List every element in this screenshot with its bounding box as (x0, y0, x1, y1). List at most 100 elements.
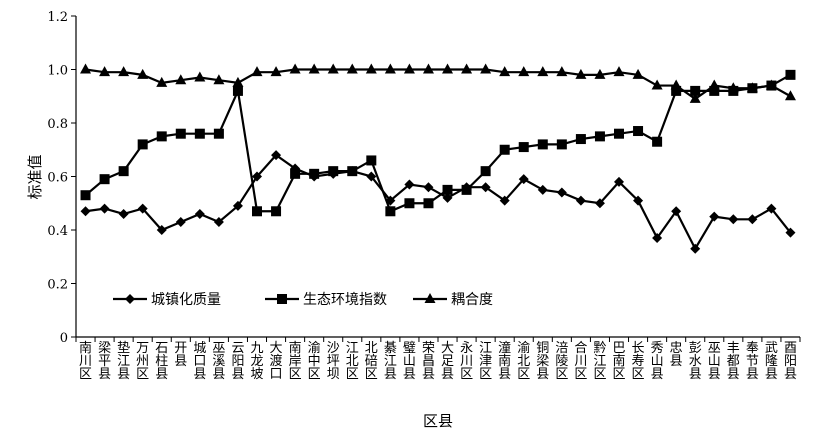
diamond-marker (709, 211, 720, 222)
square-marker (232, 85, 243, 96)
x-tick-label: 黔江区 (593, 341, 606, 382)
triangle-marker (442, 63, 454, 74)
diamond-marker (480, 182, 491, 193)
square-marker (271, 206, 282, 217)
diamond-marker (766, 203, 777, 214)
y-tick-label: 1.0 (47, 64, 68, 79)
x-tick-label: 涪陵区 (555, 341, 568, 382)
diamond-marker (175, 216, 186, 227)
x-tick-label: 永川区 (460, 341, 473, 382)
diamond-marker (213, 216, 224, 227)
series-line (85, 68, 792, 101)
series-2 (80, 63, 796, 103)
diamond-marker (671, 206, 682, 217)
square-marker (709, 85, 720, 96)
diamond-marker (442, 192, 453, 203)
triangle-marker (80, 63, 92, 74)
y-tick-label: 1.2 (47, 10, 68, 25)
axes: 00.20.40.60.81.01.2南川区梁平县垫江县万州区石柱县开县城口县巫… (47, 10, 801, 382)
series-line (85, 153, 792, 252)
x-tick-label: 合川区 (574, 341, 587, 382)
triangle-marker (461, 63, 473, 74)
legend: 城镇化质量 生态环境指数 耦合度 (113, 292, 493, 308)
x-tick-label: 北碚区 (365, 341, 378, 382)
diamond-marker (652, 233, 663, 244)
x-tick-label: 大渡口 (270, 341, 283, 382)
diamond-marker (747, 214, 758, 225)
x-tick-label: 秀山县 (651, 341, 664, 382)
square-marker (461, 184, 472, 195)
x-tick-label: 酉阳县 (784, 341, 797, 382)
x-tick-label: 巴南区 (612, 341, 625, 382)
triangle-marker (784, 90, 796, 101)
triangle-marker (384, 63, 396, 74)
y-tick-label: 0.4 (47, 224, 68, 239)
series-line (84, 73, 792, 213)
square-marker (213, 128, 224, 139)
x-axis-title: 区县 (423, 412, 453, 430)
x-tick-label: 云阳县 (231, 341, 244, 382)
legend-item: 耦合度 (413, 292, 493, 308)
x-tick-label: 綦江县 (384, 341, 397, 382)
legend-item: 城镇化质量 (113, 292, 221, 308)
diamond-marker (271, 150, 282, 161)
square-marker (556, 139, 567, 150)
square-marker (309, 168, 320, 179)
x-tick-label: 长寿区 (632, 341, 645, 382)
triangle-marker (289, 63, 301, 74)
diamond-marker (80, 206, 91, 217)
legend-label: 耦合度 (451, 292, 493, 308)
square-marker (614, 128, 624, 139)
triangle-marker (575, 68, 587, 79)
triangle-marker (499, 66, 511, 77)
square-marker (80, 190, 91, 201)
x-tick-label: 沙坪坝 (327, 341, 340, 382)
x-tick-label: 璧山县 (403, 340, 416, 382)
square-marker (575, 134, 586, 145)
square-marker (785, 69, 796, 80)
x-tick-label: 梁平县 (98, 341, 111, 382)
triangle-marker (765, 79, 777, 90)
x-tick-label: 忠县 (670, 341, 683, 369)
square-marker (385, 206, 396, 217)
x-tick-label: 丰都县 (727, 341, 740, 382)
triangle-marker (422, 63, 434, 74)
triangle-marker (480, 63, 492, 74)
square-marker (671, 85, 682, 96)
diamond-marker (728, 214, 739, 225)
x-tick-label: 渝中区 (308, 340, 321, 382)
y-tick-label: 0.8 (47, 117, 68, 132)
legend-label: 城镇化质量 (151, 292, 221, 308)
x-tick-label: 南岸区 (289, 340, 302, 382)
diamond-marker (156, 225, 167, 235)
triangle-marker (727, 82, 739, 93)
y-tick-label: 0.2 (47, 278, 68, 293)
y-tick-label: 0 (60, 331, 68, 346)
square-marker (690, 85, 701, 96)
x-tick-label: 铜梁县 (536, 341, 549, 382)
diamond-marker (194, 208, 205, 219)
x-tick-label: 江津区 (479, 341, 492, 382)
square-marker (423, 198, 434, 209)
square-marker (156, 131, 167, 142)
x-tick-label: 九龙坡 (250, 341, 263, 382)
triangle-marker (518, 66, 530, 77)
series-0 (80, 150, 796, 254)
square-marker (480, 166, 491, 177)
diamond-marker (232, 200, 243, 211)
diamond-marker (518, 174, 529, 185)
square-marker (252, 206, 262, 217)
triangle-marker (270, 66, 282, 77)
x-tick-label: 荣昌县 (422, 341, 435, 382)
diamond-marker (556, 187, 567, 198)
diamond-marker (594, 198, 605, 209)
triangle-marker (708, 79, 720, 90)
diamond-marker (537, 184, 548, 195)
square-marker (175, 128, 186, 139)
triangle-marker (346, 63, 358, 74)
diamond-marker (614, 176, 624, 187)
diamond-marker (252, 171, 262, 182)
triangle-marker (613, 66, 625, 77)
triangle-marker (308, 63, 320, 74)
